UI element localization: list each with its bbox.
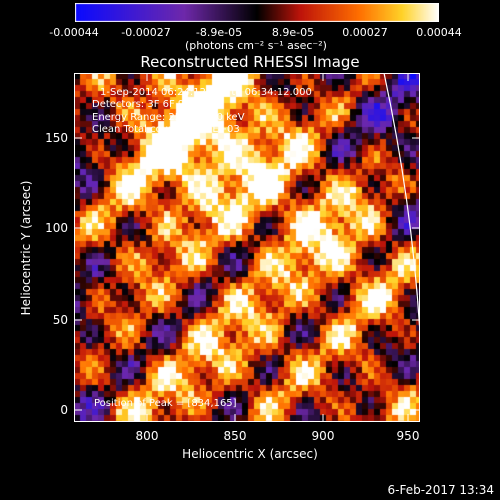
y-tick-label: 100 bbox=[45, 221, 68, 235]
y-tick-label: 0 bbox=[60, 403, 68, 417]
colorbar-tick: -0.00027 bbox=[121, 26, 171, 39]
rhessi-image-map bbox=[74, 73, 420, 422]
image-panel bbox=[74, 73, 420, 422]
y-tick-label: 50 bbox=[52, 313, 68, 327]
x-tick-label: 800 bbox=[135, 429, 159, 443]
plot-border bbox=[74, 73, 420, 422]
info-energy: Energy Range: 25.0 - 50.0 keV bbox=[92, 112, 245, 123]
colorbar bbox=[75, 3, 439, 22]
colorbar-units: (photons cm⁻² s⁻¹ asec⁻²) bbox=[185, 39, 327, 52]
y-axis-label: Heliocentric Y (arcsec) bbox=[19, 180, 33, 316]
x-tick-label: 950 bbox=[396, 429, 420, 443]
info-method: Clean Total counts: 5.39E+03 bbox=[92, 124, 240, 135]
timestamp-footer: 6-Feb-2017 13:34 bbox=[387, 483, 494, 497]
x-tick-label: 900 bbox=[311, 429, 335, 443]
info-detectors: Detectors: 3F 6F 9F 8F 9F bbox=[92, 99, 221, 110]
colorbar-tick: -0.00044 bbox=[49, 26, 99, 39]
plot-title: Reconstructed RHESSI Image bbox=[140, 53, 360, 71]
info-peak: Position of Peak = [834,165] bbox=[94, 398, 237, 409]
plot-frame bbox=[74, 73, 420, 422]
info-time: 1-Sep-2014 06:24:12.000 to 06:34:12.000 bbox=[100, 87, 312, 98]
y-tick-label: 150 bbox=[45, 131, 68, 145]
axis-ticks bbox=[74, 73, 420, 422]
colorbar-tick: -8.9e-05 bbox=[195, 26, 243, 39]
x-axis-label: Heliocentric X (arcsec) bbox=[182, 447, 318, 461]
colorbar-tick: 8.9e-05 bbox=[271, 26, 315, 39]
colorbar-tick: 0.00044 bbox=[416, 26, 462, 39]
solar-limb-line bbox=[383, 73, 420, 334]
colorbar-tick: 0.00027 bbox=[342, 26, 388, 39]
x-tick-label: 850 bbox=[223, 429, 247, 443]
